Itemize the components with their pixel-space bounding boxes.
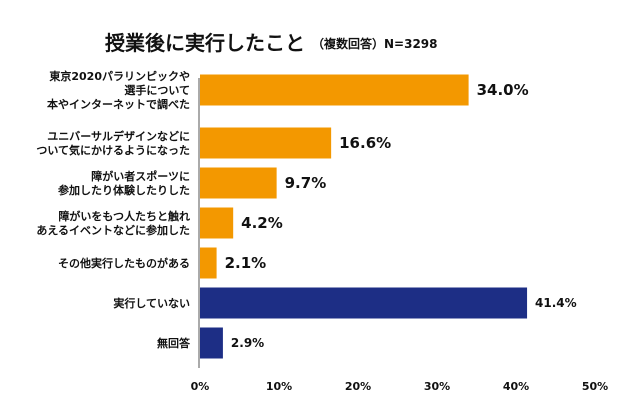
category-label-0-line-0: 東京2020パラリンピックや [49, 69, 190, 83]
category-label-2-line-1: 参加したり体験したりした [58, 183, 190, 197]
category-label-1-line-0: ユニバーサルデザインなどに [47, 129, 190, 143]
x-tick-0: 0% [191, 380, 210, 393]
bar-3 [200, 207, 234, 239]
x-tick-2: 20% [345, 380, 371, 393]
category-label-0-line-1: 選手について [124, 83, 190, 97]
category-label-2-line-0: 障がい者スポーツに [91, 169, 190, 183]
bar-6 [200, 327, 223, 359]
x-tick-5: 50% [582, 380, 608, 393]
bar-4 [200, 247, 217, 279]
category-label-6-line-0: 無回答 [157, 336, 191, 350]
value-label-0: 34.0% [477, 81, 529, 99]
bars-layer [200, 74, 528, 359]
value-label-1: 16.6% [339, 134, 391, 152]
bar-5 [200, 287, 528, 319]
value-label-3: 4.2% [241, 214, 283, 232]
chart-subtitle: （複数回答）N=3298 [312, 36, 438, 51]
x-tick-3: 30% [424, 380, 450, 393]
value-label-5: 41.4% [535, 296, 577, 310]
category-label-3-line-0: 障がいをもつ人たちと触れ [58, 209, 190, 223]
value-label-4: 2.1% [225, 254, 267, 272]
category-label-0-line-2: 本やインターネットで調べた [47, 97, 190, 111]
bar-2 [200, 167, 277, 199]
category-label-1-line-1: ついて気にかけるようになった [36, 143, 190, 157]
category-label-3-line-1: あえるイベントなどに参加した [36, 223, 190, 237]
chart-title: 授業後に実行したこと [105, 31, 305, 55]
category-label-5-line-0: 実行していない [113, 296, 190, 310]
x-tick-labels: 0% 10% 20% 30% 40% 50% [191, 380, 609, 393]
bar-1 [200, 127, 332, 159]
value-label-6: 2.9% [231, 336, 264, 350]
x-tick-1: 10% [266, 380, 292, 393]
bar-0 [200, 74, 469, 106]
value-label-2: 9.7% [285, 174, 327, 192]
x-tick-4: 40% [503, 380, 529, 393]
category-label-4-line-0: その他実行したものがある [58, 256, 190, 270]
